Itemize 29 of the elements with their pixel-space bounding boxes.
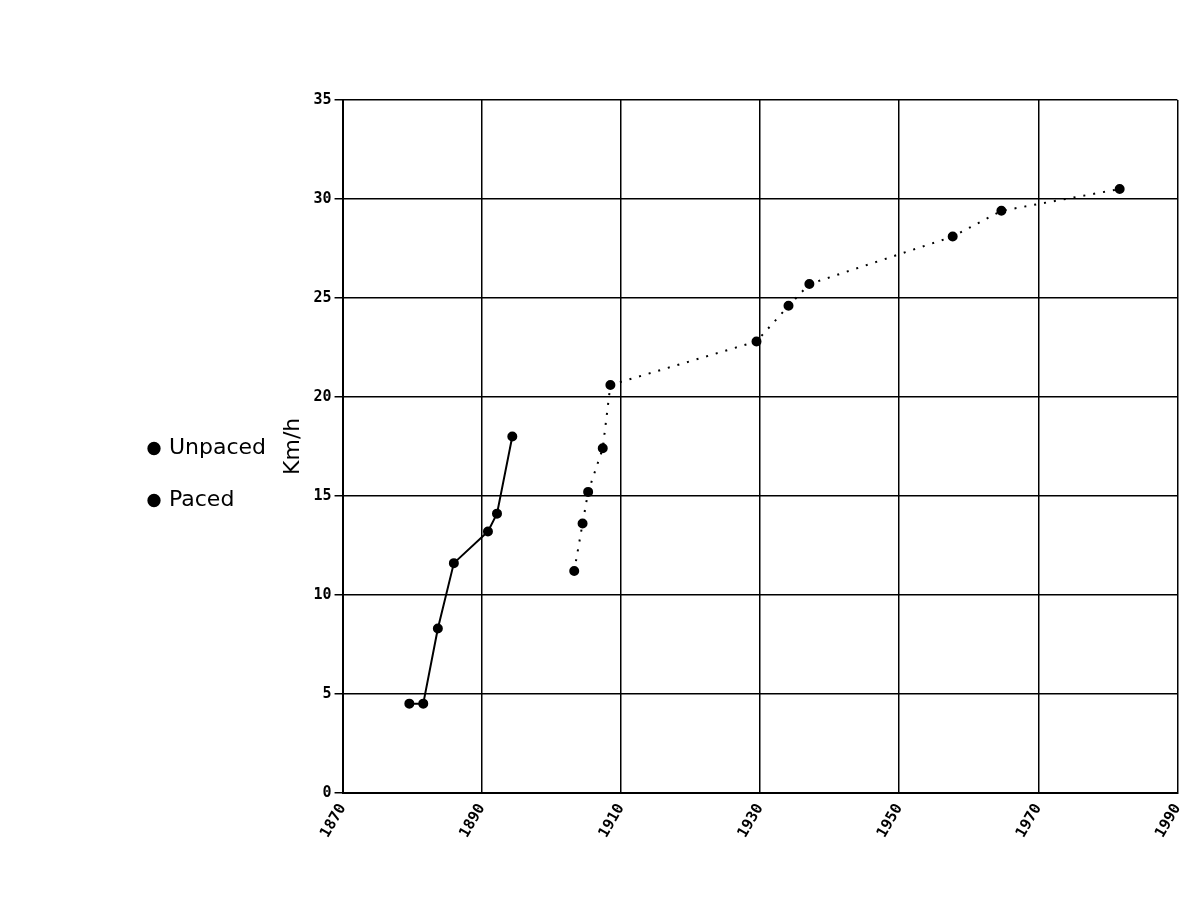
y-axis-title: Km/h: [279, 417, 305, 475]
y-tick-label: 30: [313, 188, 332, 207]
point: [432, 623, 443, 634]
point: [569, 566, 580, 577]
point: [783, 300, 794, 311]
y-tick-label: 5: [322, 683, 332, 702]
point: [448, 558, 459, 569]
legend-label: Paced: [169, 486, 235, 512]
point: [577, 518, 588, 529]
point: [418, 698, 429, 709]
legend-label: Unpaced: [169, 434, 267, 460]
point: [597, 443, 608, 454]
y-tick-label: 25: [313, 287, 332, 306]
point: [947, 231, 958, 242]
point: [605, 380, 616, 390]
y-tick-label: 15: [313, 485, 332, 504]
point: [751, 336, 762, 347]
point: [492, 508, 502, 519]
point: [583, 486, 594, 497]
y-tick-label: 0: [322, 782, 332, 801]
point: [404, 698, 415, 709]
point: [1114, 184, 1125, 195]
y-tick-label: 10: [313, 584, 332, 603]
y-tick-label: 35: [313, 89, 332, 108]
point: [996, 205, 1007, 216]
y-tick-label: 20: [313, 386, 332, 405]
point: [507, 431, 518, 442]
point: [804, 279, 815, 290]
point: [482, 526, 493, 537]
